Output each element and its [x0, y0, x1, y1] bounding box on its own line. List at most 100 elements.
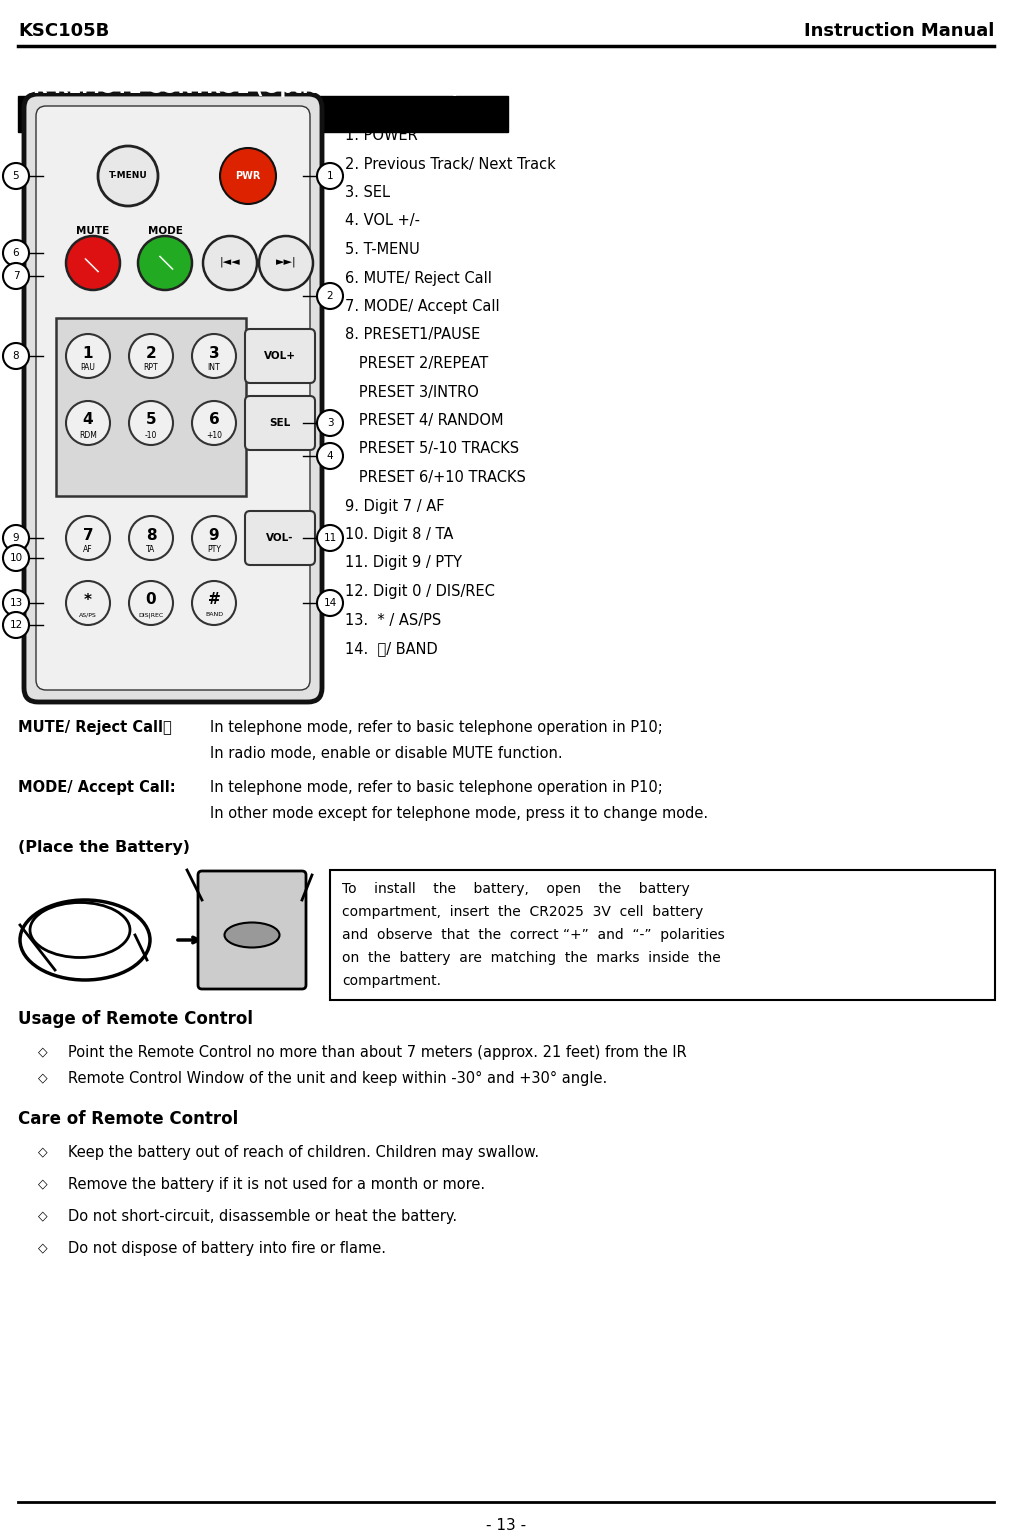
Text: 4: 4	[83, 412, 93, 428]
Text: 8. PRESET1/PAUSE: 8. PRESET1/PAUSE	[345, 328, 480, 343]
Text: SEL: SEL	[269, 418, 290, 428]
Text: PRESET 6/+10 TRACKS: PRESET 6/+10 TRACKS	[345, 471, 526, 484]
Circle shape	[316, 443, 343, 469]
Text: VOL-: VOL-	[266, 534, 293, 543]
FancyBboxPatch shape	[198, 871, 305, 989]
Text: Point the Remote Control no more than about 7 meters (approx. 21 feet) from the : Point the Remote Control no more than ab…	[68, 1044, 686, 1060]
Text: *: *	[84, 592, 92, 608]
Text: #: #	[207, 592, 220, 608]
Circle shape	[3, 343, 29, 369]
Circle shape	[192, 517, 236, 560]
Text: 5: 5	[146, 412, 156, 428]
Circle shape	[66, 517, 110, 560]
Circle shape	[192, 334, 236, 378]
Circle shape	[3, 591, 29, 617]
FancyBboxPatch shape	[245, 511, 314, 564]
Circle shape	[3, 544, 29, 571]
Text: ◇: ◇	[38, 1209, 48, 1223]
Text: Remove the battery if it is not used for a month or more.: Remove the battery if it is not used for…	[68, 1177, 484, 1192]
Circle shape	[316, 163, 343, 189]
Circle shape	[98, 146, 158, 206]
Text: 5. T-MENU: 5. T-MENU	[345, 241, 420, 257]
Text: 3: 3	[208, 346, 219, 360]
Circle shape	[128, 334, 173, 378]
Text: ◇: ◇	[38, 1070, 48, 1084]
Text: 11. Digit 9 / PTY: 11. Digit 9 / PTY	[345, 555, 462, 571]
Text: 2: 2	[327, 291, 333, 301]
Text: PRESET 2/REPEAT: PRESET 2/REPEAT	[345, 355, 487, 371]
Text: on  the  battery  are  matching  the  marks  inside  the: on the battery are matching the marks in…	[342, 950, 720, 964]
Text: 10. Digit 8 / TA: 10. Digit 8 / TA	[345, 528, 453, 541]
Text: DIS|REC: DIS|REC	[139, 612, 164, 618]
Circle shape	[203, 235, 257, 291]
Text: 12: 12	[9, 620, 22, 631]
Text: ◇: ◇	[38, 1241, 48, 1253]
Text: 14: 14	[324, 598, 337, 608]
Text: (Place the Battery): (Place the Battery)	[18, 840, 190, 855]
Text: 8: 8	[13, 351, 19, 361]
Text: Care of Remote Control: Care of Remote Control	[18, 1110, 238, 1127]
Text: and  observe  that  the  correct “+”  and  “-”  polarities: and observe that the correct “+” and “-”…	[342, 927, 724, 941]
Text: In telephone mode, refer to basic telephone operation in P10;: In telephone mode, refer to basic teleph…	[210, 780, 662, 795]
Ellipse shape	[224, 923, 279, 947]
FancyBboxPatch shape	[24, 94, 321, 701]
Text: compartment.: compartment.	[342, 974, 441, 987]
Text: 3: 3	[327, 418, 333, 428]
Text: Keep the battery out of reach of children. Children may swallow.: Keep the battery out of reach of childre…	[68, 1144, 539, 1160]
Text: 13: 13	[9, 598, 22, 608]
Circle shape	[66, 581, 110, 624]
Text: To    install    the    battery,    open    the    battery: To install the battery, open the battery	[342, 881, 690, 897]
Text: Do not dispose of battery into fire or flame.: Do not dispose of battery into fire or f…	[68, 1241, 385, 1257]
Text: KSC105B: KSC105B	[18, 22, 109, 40]
Text: compartment,  insert  the  CR2025  3V  cell  battery: compartment, insert the CR2025 3V cell b…	[342, 904, 703, 920]
FancyBboxPatch shape	[245, 329, 314, 383]
Circle shape	[3, 263, 29, 289]
Text: 13.  * / AS/PS: 13. * / AS/PS	[345, 612, 441, 628]
Circle shape	[3, 240, 29, 266]
Circle shape	[192, 581, 236, 624]
Text: |◄◄: |◄◄	[219, 257, 240, 268]
Text: RPT: RPT	[144, 363, 158, 372]
Text: PRESET 3/INTRO: PRESET 3/INTRO	[345, 384, 478, 400]
Text: 8: 8	[146, 528, 156, 543]
Text: ◇: ◇	[38, 1177, 48, 1190]
Text: T-MENU: T-MENU	[108, 172, 148, 180]
Text: ◇: ◇	[38, 1044, 48, 1058]
Text: ◇: ◇	[38, 1144, 48, 1158]
Text: -10: -10	[145, 431, 157, 440]
Text: Instruction Manual: Instruction Manual	[803, 22, 993, 40]
Text: ―: ―	[152, 249, 178, 277]
Text: 7: 7	[83, 528, 93, 543]
FancyBboxPatch shape	[36, 106, 309, 691]
Text: AS/PS: AS/PS	[79, 612, 97, 617]
Text: PRESET 5/-10 TRACKS: PRESET 5/-10 TRACKS	[345, 441, 519, 457]
Circle shape	[3, 163, 29, 189]
Text: 14.  ＃/ BAND: 14. ＃/ BAND	[345, 641, 438, 657]
Text: TA: TA	[147, 546, 156, 555]
Circle shape	[137, 235, 192, 291]
Text: 4. VOL +/-: 4. VOL +/-	[345, 214, 420, 229]
Text: Remote Control Window of the unit and keep within -30° and +30° angle.: Remote Control Window of the unit and ke…	[68, 1070, 607, 1086]
Text: AF: AF	[83, 546, 93, 555]
Circle shape	[316, 524, 343, 551]
Text: VOL+: VOL+	[264, 351, 295, 361]
Text: 12. Digit 0 / DIS/REC: 12. Digit 0 / DIS/REC	[345, 584, 494, 598]
Text: RDM: RDM	[79, 431, 97, 440]
Text: ―: ―	[79, 249, 106, 277]
Text: PRESET 4/ RANDOM: PRESET 4/ RANDOM	[345, 414, 503, 428]
Text: 7: 7	[13, 271, 19, 281]
FancyBboxPatch shape	[330, 871, 994, 1000]
Text: Usage of Remote Control: Usage of Remote Control	[18, 1010, 253, 1027]
Circle shape	[316, 591, 343, 617]
Text: In radio mode, enable or disable MUTE function.: In radio mode, enable or disable MUTE fu…	[210, 746, 562, 761]
Text: 9: 9	[208, 528, 219, 543]
Text: 1: 1	[327, 171, 333, 181]
FancyBboxPatch shape	[245, 395, 314, 451]
Text: 1: 1	[83, 346, 93, 360]
Circle shape	[128, 517, 173, 560]
Text: 6: 6	[13, 248, 19, 258]
Bar	[56, 318, 246, 495]
Circle shape	[66, 401, 110, 444]
Text: 0: 0	[146, 592, 156, 608]
Text: MUTE/ Reject Call：: MUTE/ Reject Call：	[18, 720, 172, 735]
